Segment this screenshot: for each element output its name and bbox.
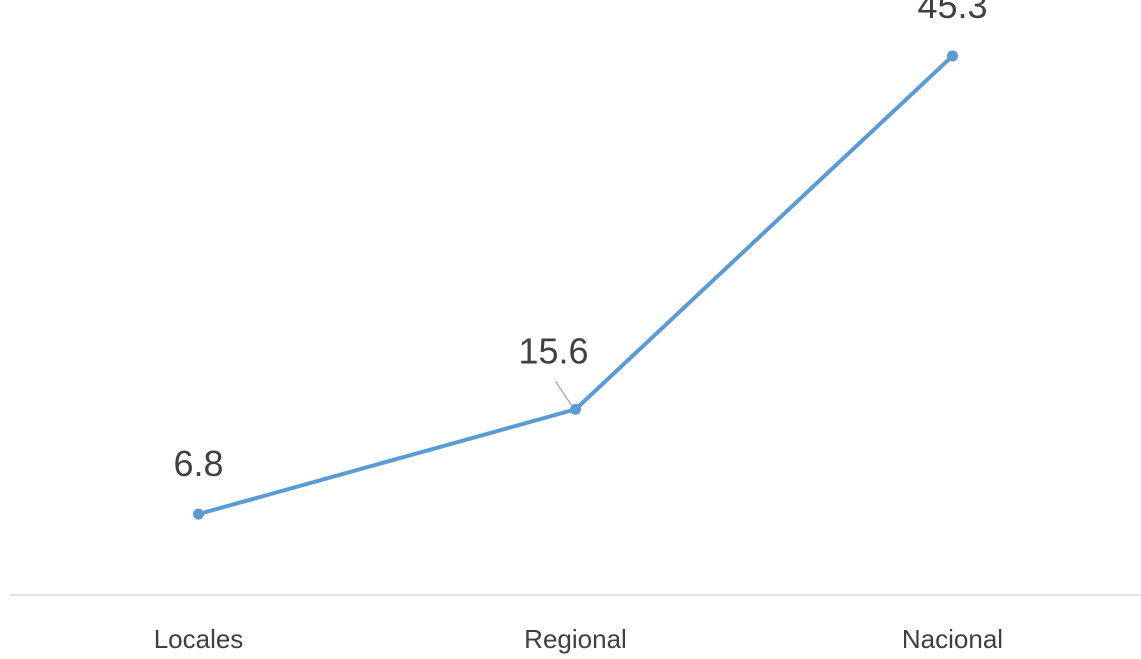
category-label-locales: Locales xyxy=(154,624,244,654)
data-label-locales: 6.8 xyxy=(173,443,223,484)
series-layer xyxy=(193,50,958,520)
data-point-regional xyxy=(570,403,581,415)
data-labels-layer: 6.8 15.6 45.3 xyxy=(173,0,987,484)
category-label-nacional: Nacional xyxy=(902,624,1003,654)
category-label-regional: Regional xyxy=(524,624,627,654)
leader-line xyxy=(555,381,572,406)
series-line xyxy=(196,53,955,517)
data-point-nacional xyxy=(947,50,958,62)
category-labels-layer: Locales Regional Nacional xyxy=(154,624,1003,654)
data-label-nacional: 45.3 xyxy=(917,0,987,26)
data-label-regional: 15.6 xyxy=(518,330,588,371)
data-point-locales xyxy=(193,508,204,520)
